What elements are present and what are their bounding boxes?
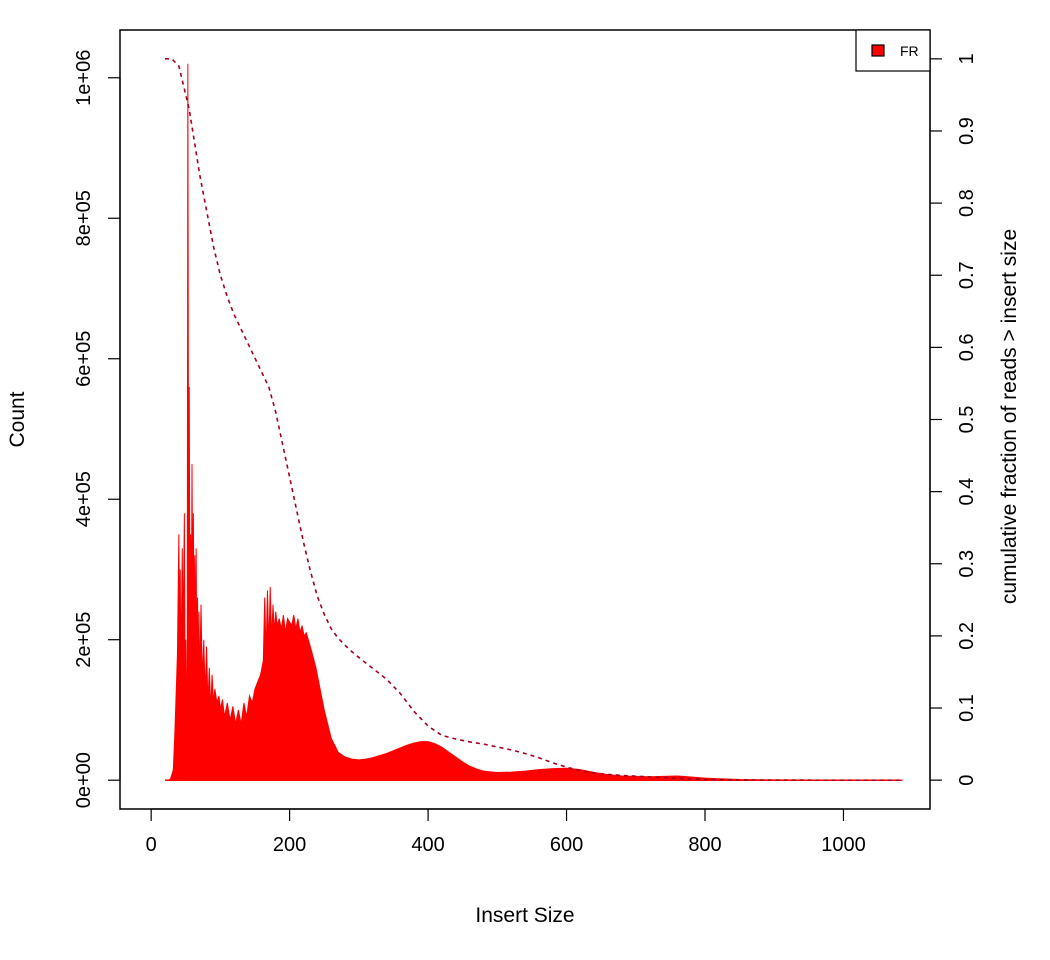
x-tick-label: 0 — [146, 834, 157, 856]
y-axis-title: Count — [6, 391, 29, 447]
y2-tick-label: 0.5 — [956, 406, 978, 434]
y2-tick-label: 0.2 — [956, 622, 978, 650]
x-tick-label: 1000 — [821, 834, 866, 856]
plot-frame — [119, 29, 931, 810]
y2-tick-label: 0.7 — [956, 261, 978, 289]
histogram-layer — [165, 63, 903, 781]
y2-tick-label: 1 — [956, 53, 978, 64]
y-tick-label: 6e+05 — [73, 331, 95, 387]
y2-tick-label: 0.3 — [956, 550, 978, 578]
y2-tick-label: 0.6 — [956, 333, 978, 361]
cumulative-layer — [165, 58, 903, 781]
legend-swatch-fr — [871, 44, 885, 57]
y2-tick-label: 0.8 — [956, 189, 978, 217]
y-tick-label: 0e+00 — [73, 752, 95, 808]
y-axis: 0e+00 2e+05 4e+05 6e+05 8e+05 1e+06 — [73, 50, 121, 808]
x-tick-label: 400 — [411, 834, 444, 856]
x-tick-label: 800 — [688, 834, 721, 856]
y-tick-label: 2e+05 — [73, 612, 95, 668]
y2-tick-label: 0 — [956, 775, 978, 786]
y-tick-label: 1e+06 — [73, 50, 95, 106]
legend: FR — [855, 29, 931, 72]
x-tick-label: 600 — [550, 834, 583, 856]
y-tick-label: 8e+05 — [73, 190, 95, 246]
cumulative-fraction-line — [165, 58, 903, 781]
x-tick-label: 200 — [273, 834, 306, 856]
y2-axis-title: cumulative fraction of reads > insert si… — [998, 229, 1021, 604]
y-tick-label: 4e+05 — [73, 471, 95, 527]
y2-tick-label: 0.1 — [956, 694, 978, 722]
legend-box — [855, 29, 931, 72]
x-axis-title: Insert Size — [475, 904, 574, 927]
y2-axis: 0 0.1 0.2 0.3 0.4 0.5 0.6 0.7 0.8 0.9 1 — [929, 53, 978, 786]
x-axis: 0 200 400 600 800 1000 — [146, 808, 866, 856]
y2-tick-label: 0.4 — [956, 478, 978, 506]
series-fr-area — [165, 63, 903, 781]
legend-label-fr: FR — [900, 43, 919, 59]
y2-tick-label: 0.9 — [956, 117, 978, 145]
